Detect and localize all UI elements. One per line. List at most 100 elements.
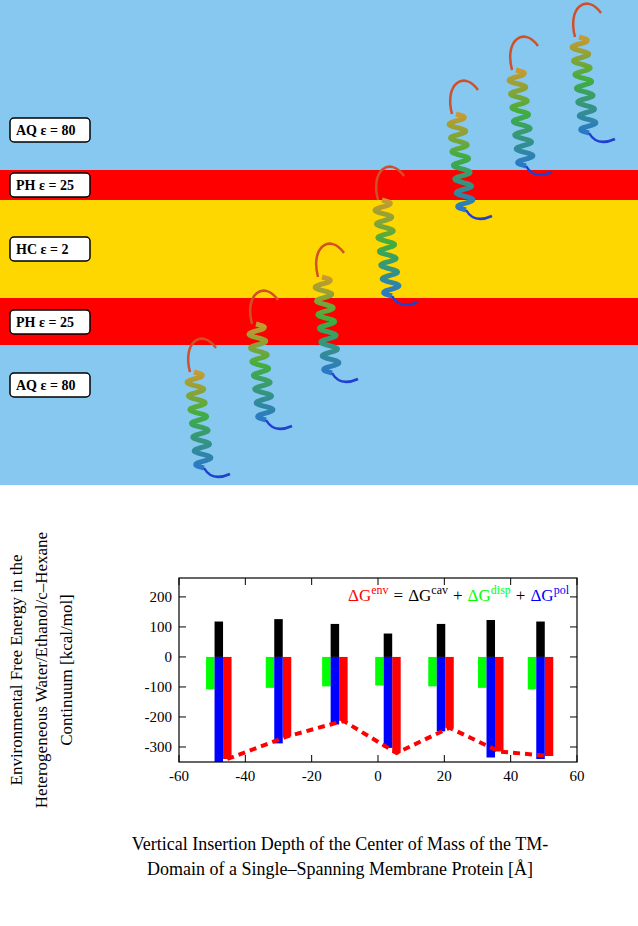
- helix: [509, 37, 552, 175]
- legend-base: ΔG: [530, 586, 553, 605]
- helix: [572, 4, 615, 142]
- y-tick: [570, 656, 577, 657]
- series-line: [227, 721, 549, 759]
- legend-entry: ΔGenv: [348, 583, 389, 605]
- bar: [274, 619, 283, 657]
- bar: [384, 634, 393, 657]
- layer-label: PH ε = 25: [16, 315, 74, 330]
- membrane-diagram: AQ ε = 80 PH ε = 25 HC ε = 2 PH ε = 25 AQ ε …: [0, 0, 638, 485]
- bar: [274, 657, 283, 743]
- layer-label: PH ε = 25: [16, 178, 74, 193]
- figure: AQ ε = 80 PH ε = 25 HC ε = 2 PH ε = 25 AQ ε …: [0, 0, 638, 926]
- chart: -60-40-200204060-300-200-1000100200Envir…: [7, 532, 585, 879]
- helix-coil: [249, 324, 273, 420]
- x-tick-label: 60: [570, 768, 585, 784]
- y-tick: [179, 746, 186, 747]
- plot-marks: [206, 619, 553, 762]
- bar: [331, 624, 340, 657]
- x-tick-label: -40: [235, 768, 255, 784]
- layer-label: HC ε = 2: [16, 242, 68, 257]
- helix: [187, 339, 230, 477]
- legend-sup: cav: [431, 583, 448, 597]
- bar: [437, 657, 446, 731]
- bar: [206, 657, 215, 689]
- bar: [478, 657, 487, 688]
- helix-loop: [450, 81, 478, 114]
- x-tick-label: -20: [302, 768, 322, 784]
- legend-operator: +: [453, 586, 463, 605]
- legend-sup: env: [371, 583, 388, 597]
- legend-sup: disp: [491, 583, 511, 597]
- helix: [449, 81, 492, 219]
- bar: [392, 657, 401, 753]
- helix-loop: [250, 291, 278, 324]
- layer-label-box: AQ ε = 80: [10, 118, 90, 142]
- y-tick-label: -300: [145, 739, 173, 755]
- bar: [384, 657, 393, 748]
- y-tick-label: -100: [145, 679, 173, 695]
- layer-label-box: HC ε = 2: [10, 237, 90, 261]
- y-tick: [570, 746, 577, 747]
- legend-base: ΔG: [468, 586, 491, 605]
- bar: [545, 657, 554, 756]
- bar: [487, 620, 496, 657]
- y-tick: [179, 716, 186, 717]
- legend-sup: pol: [554, 583, 570, 597]
- bar: [375, 657, 384, 686]
- x-tick: [444, 755, 445, 762]
- helix-tail: [466, 210, 492, 219]
- helix-tail: [332, 373, 358, 382]
- bar: [495, 657, 504, 752]
- x-tick: [577, 755, 578, 762]
- x-axis-title: Domain of a Single–Spanning Membrane Pro…: [147, 859, 533, 879]
- helix-loop: [188, 339, 216, 372]
- y-axis-title: Environmental Free Energy in the: [7, 554, 26, 785]
- y-tick-label: -200: [145, 709, 173, 725]
- helix-tail: [589, 133, 615, 142]
- helix-loop: [510, 37, 538, 70]
- y-axis-title: Continuum [kcal/mol]: [57, 594, 76, 746]
- y-tick-label: 0: [165, 649, 173, 665]
- legend-operator: +: [516, 586, 526, 605]
- bar: [215, 657, 224, 762]
- bar: [215, 622, 224, 657]
- y-axis-title: Heterogeneous Water/Ethanol/c–Hexane: [32, 532, 51, 808]
- bar: [437, 624, 446, 657]
- helix: [315, 244, 358, 382]
- layer-label: AQ ε = 80: [16, 378, 75, 393]
- helix-loop: [376, 167, 404, 200]
- y-tick: [179, 626, 186, 627]
- x-tick-label: -60: [169, 768, 189, 784]
- y-tick: [570, 626, 577, 627]
- x-tick: [311, 578, 312, 585]
- layer-label: AQ ε = 80: [16, 123, 75, 138]
- x-axis-title: Vertical Insertion Depth of the Center o…: [132, 834, 549, 854]
- helix-coil: [509, 70, 533, 166]
- bar: [266, 657, 275, 688]
- bar: [283, 657, 292, 737]
- bar: [223, 657, 232, 759]
- x-tick: [245, 755, 246, 762]
- helix: [375, 167, 418, 305]
- label-box: [10, 173, 90, 197]
- bar: [528, 657, 537, 689]
- layer-label-box: PH ε = 25: [10, 310, 90, 334]
- x-tick: [179, 578, 180, 585]
- helix-tail: [266, 420, 292, 429]
- bar: [322, 657, 331, 686]
- bar: [428, 657, 437, 686]
- helix-tail: [204, 468, 230, 477]
- bar: [339, 657, 348, 721]
- layer-label-box: PH ε = 25: [10, 173, 90, 197]
- helix-coil: [449, 114, 473, 210]
- layer-band: [0, 0, 638, 170]
- legend-base: ΔG: [408, 586, 431, 605]
- helix-loop: [316, 244, 344, 277]
- helix-coil: [375, 200, 399, 296]
- helix-tail: [392, 296, 418, 305]
- y-tick: [570, 716, 577, 717]
- x-tick: [577, 578, 578, 585]
- x-tick: [179, 755, 180, 762]
- helix-tail: [526, 166, 552, 175]
- x-tick-label: 20: [437, 768, 452, 784]
